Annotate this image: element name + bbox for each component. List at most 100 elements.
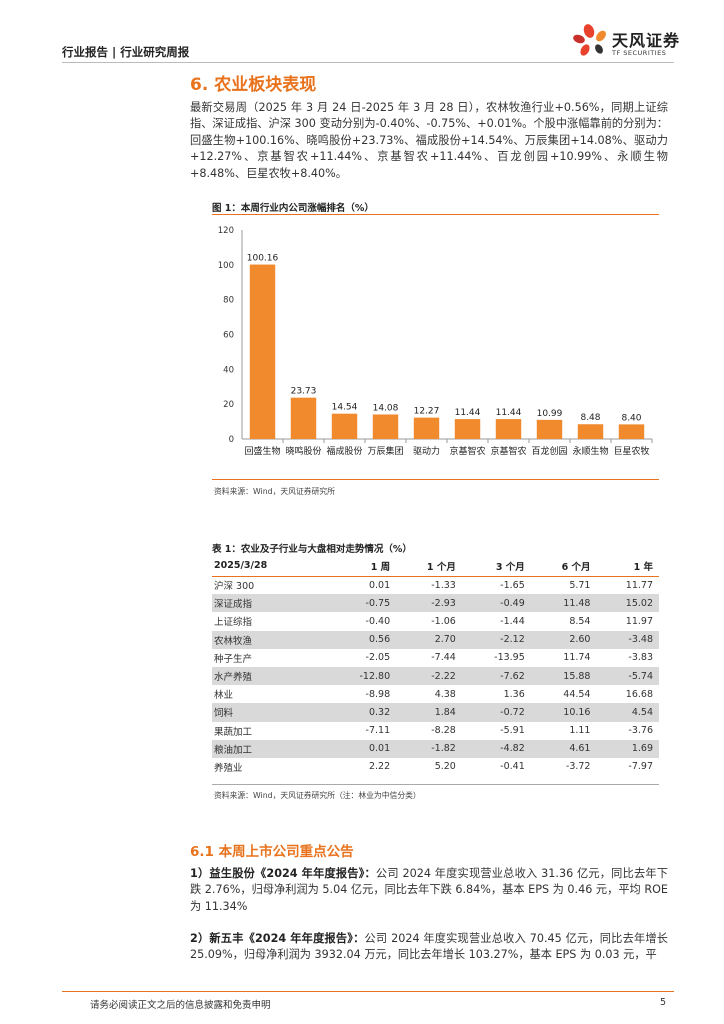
x-category-label: 永顺生物 <box>572 445 608 457</box>
table-cell: -7.62 <box>461 666 531 686</box>
table-cell: 11.74 <box>563 652 591 664</box>
table-row-label: 种子生产 <box>214 653 253 665</box>
subsection-title: 6.1 本周上市公司重点公告 <box>190 844 354 860</box>
table-row-label: 上证综指 <box>214 617 253 629</box>
x-category-label: 福成股份 <box>326 445 362 457</box>
table-cell: 11.48 <box>530 594 597 613</box>
table-cell: -2.12 <box>461 630 531 649</box>
table-cell: -7.44 <box>431 652 456 664</box>
bar <box>495 419 522 439</box>
page-number: 5 <box>659 997 666 1008</box>
table-bottom-rule <box>212 784 659 785</box>
table-row: 林业 -8.98 4.38 1.36 44.54 16.68 <box>212 685 659 703</box>
announcement-2-label: 2）新五丰《2024 年年度报告》： <box>190 932 365 945</box>
x-category-label: 万辰集团 <box>367 445 403 457</box>
table-cell: -1.82 <box>396 739 462 758</box>
table-cell: -0.40 <box>365 615 391 627</box>
table-cell: 11.77 <box>625 579 653 591</box>
table-cell: -7.97 <box>628 761 653 773</box>
table-row: 饲料 0.32 1.84 -0.72 10.16 4.54 <box>212 703 659 722</box>
table-title: 表 1：农业及子行业与大盘相对走势情况（%） <box>212 544 412 555</box>
table-cell: -0.75 <box>327 594 397 613</box>
x-category-label: 回盛生物 <box>244 445 280 457</box>
y-tick-label: 100 <box>218 261 234 271</box>
header-divider <box>62 62 674 63</box>
announcement-1: 1）益生股份《2024 年年度报告》：公司 2024 年度实现营业总收入 31.… <box>190 866 668 915</box>
bar-value-label: 14.08 <box>373 403 399 413</box>
announcement-2: 2）新五丰《2024 年年度报告》：公司 2024 年度实现营业总收入 70.4… <box>190 931 668 964</box>
table-cell: 1.69 <box>596 739 659 758</box>
table-row-label: 养殖业 <box>214 762 243 774</box>
figure-bottom-rule <box>212 479 659 481</box>
table-cell: 15.02 <box>596 594 659 613</box>
header-6m: 6 个月 <box>530 556 597 577</box>
table-cell: -1.65 <box>500 579 525 591</box>
x-category-label: 巨星农牧 <box>613 445 649 457</box>
table-row: 水产养殖 -12.80 -2.22 -7.62 15.88 -5.74 <box>212 666 659 686</box>
logo-name: 天风证券 <box>612 31 681 50</box>
table-row: 养殖业 2.22 5.20 -0.41 -3.72 -7.97 <box>212 758 659 776</box>
table-row-label: 饲料 <box>212 703 328 722</box>
y-tick-label: 80 <box>223 296 234 306</box>
table-row: 农林牧渔 0.56 2.70 -2.12 2.60 -3.48 <box>212 630 659 649</box>
table-cell: 15.88 <box>530 666 597 686</box>
table-cell: 44.54 <box>563 688 591 700</box>
y-tick-label: 120 <box>218 226 234 236</box>
table-cell: -4.82 <box>461 739 531 758</box>
header-1w: 1 周 <box>327 556 397 577</box>
x-category-label: 百龙创园 <box>531 445 567 457</box>
y-tick-label: 20 <box>223 400 234 410</box>
table-cell: -1.06 <box>431 615 456 627</box>
table-cell: -8.98 <box>365 688 391 700</box>
bar-value-label: 12.27 <box>414 407 440 417</box>
table-header-row: 2025/3/28 1 周 1 个月 3 个月 6 个月 1 年 <box>212 556 659 577</box>
bar-value-label: 11.44 <box>455 408 481 418</box>
bar-value-label: 14.54 <box>332 403 358 413</box>
bar-value-label: 8.40 <box>621 413 641 423</box>
table-cell: 5.71 <box>569 579 591 591</box>
figure-source: 资料来源：Wind，天风证券研究所 <box>214 487 335 496</box>
y-tick-label: 40 <box>223 365 234 375</box>
logo-subtitle: TF SECURITIES <box>612 49 667 57</box>
table-cell: 1.36 <box>503 688 525 700</box>
table-cell: 4.54 <box>596 703 659 722</box>
table-cell: -0.72 <box>461 703 531 722</box>
table-cell: -3.76 <box>628 725 653 737</box>
table-cell: 11.97 <box>625 615 653 627</box>
bar <box>577 424 604 439</box>
header-1y: 1 年 <box>596 556 659 577</box>
bar-chart: 0 20 40 60 80 100 120 100.16 回盛生物 23.73 晓鸣股份 14.54 福… <box>218 226 653 457</box>
bar <box>249 264 276 439</box>
table-cell: 4.38 <box>434 688 456 700</box>
tf-flower-logo-icon <box>573 24 606 56</box>
table-cell: -2.93 <box>396 594 462 613</box>
report-category: 行业报告 | 行业研究周报 <box>62 45 190 59</box>
table-cell: 2.60 <box>530 630 597 649</box>
announcement-1-text: 公司 2024 年度实现营业总收入 31.36 亿元，同比去年下跌 2.76%，… <box>190 867 668 913</box>
bar-value-label: 8.48 <box>580 413 600 423</box>
table-cell: 5.20 <box>434 761 456 773</box>
table-cell: -5.91 <box>500 725 525 737</box>
table-cell: 4.61 <box>530 739 597 758</box>
footer-disclaimer: 请务必阅读正文之后的信息披露和免责申明 <box>90 1000 271 1011</box>
bar-value-label: 23.73 <box>291 387 317 397</box>
announcement-2-text: 公司 2024 年度实现营业总收入 70.45 亿元，同比去年增长 25.09%… <box>190 932 668 962</box>
table-cell: 10.16 <box>530 703 597 722</box>
table-row-label: 粮油加工 <box>212 739 328 758</box>
table-cell: 0.56 <box>327 630 397 649</box>
footer-divider <box>62 991 674 992</box>
bar-value-label: 11.44 <box>496 408 522 418</box>
table-cell: -3.83 <box>628 652 653 664</box>
table-cell: 2.22 <box>368 761 391 773</box>
table-cell: -8.28 <box>431 725 456 737</box>
x-category-label: 京基智农 <box>490 445 526 457</box>
table-cell: 0.32 <box>327 703 397 722</box>
header-1m: 1 个月 <box>396 556 462 577</box>
bar <box>618 424 645 439</box>
table-cell: -0.41 <box>500 761 525 773</box>
table-cell: 0.01 <box>368 579 391 591</box>
section-paragraph: 最新交易周（2025 年 3 月 24 日-2025 年 3 月 28 日），农… <box>190 101 668 180</box>
table-cell: -3.48 <box>596 630 659 649</box>
table-row-label: 水产养殖 <box>212 666 328 686</box>
table-row: 深证成指 -0.75 -2.93 -0.49 11.48 15.02 <box>212 594 659 613</box>
